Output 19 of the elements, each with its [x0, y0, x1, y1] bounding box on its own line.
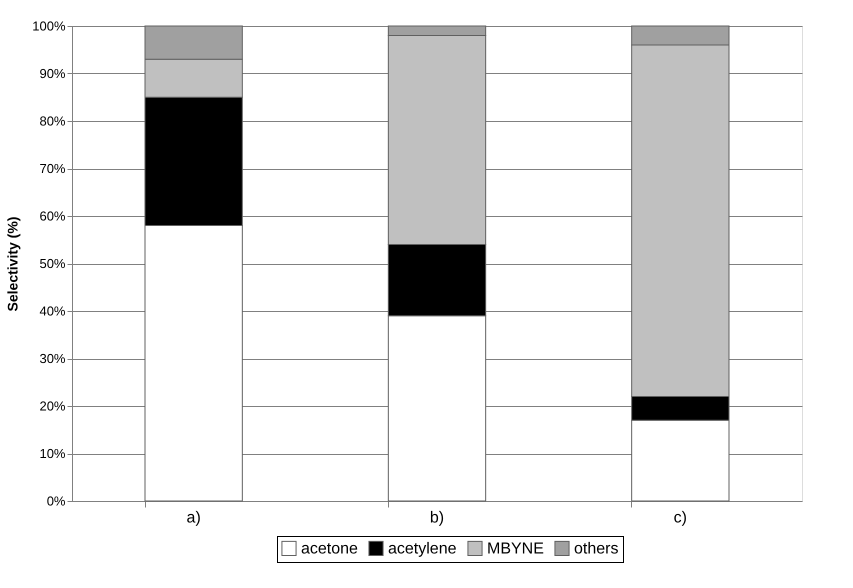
y-tick-label: 40% [39, 304, 66, 318]
x-tick-label: c) [674, 510, 687, 526]
y-tick-label: 60% [39, 208, 66, 224]
x-tick-label: b) [430, 510, 444, 526]
y-axis-title: Selectivity (%) [4, 216, 20, 312]
legend-label: acetone [301, 540, 358, 558]
legend-label: others [574, 540, 618, 558]
x-tick-label: a) [186, 510, 201, 526]
legend-label: acetylene [388, 540, 457, 558]
y-tick-label: 70% [39, 161, 66, 176]
y-tick-label: 100% [32, 18, 66, 34]
y-tick-label: 80% [39, 114, 66, 128]
y-tick-label: 90% [39, 66, 66, 81]
y-tick-label: 20% [39, 398, 66, 414]
y-tick-label: 10% [39, 446, 66, 461]
legend-label: MBYNE [487, 540, 544, 558]
y-tick-label: 30% [39, 351, 66, 366]
y-tick-label: 50% [39, 256, 66, 271]
y-tick-label: 0% [46, 494, 66, 508]
